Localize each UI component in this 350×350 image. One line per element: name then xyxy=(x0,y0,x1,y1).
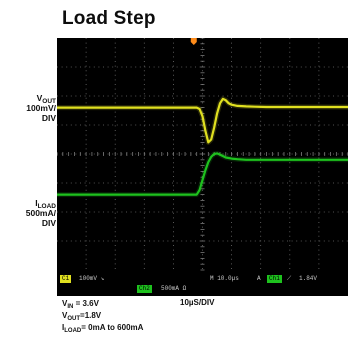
ch1-name: VOUT xyxy=(36,93,56,105)
trigger-level: 1.84V xyxy=(299,275,318,282)
ch2-scale: 500mA/ xyxy=(25,208,56,218)
ch2-label: ILOAD 500mA/ DIV xyxy=(6,198,56,228)
test-conditions: VIN = 3.6V VOUT=1.8V ILOAD= 0mA to 600mA xyxy=(62,298,143,334)
chart-title: Load Step xyxy=(62,8,156,29)
ch1-status-scale: 100mV ↘ xyxy=(79,275,105,282)
condition-vout: VOUT=1.8V xyxy=(62,311,102,322)
trigger-slope-icon: ⟋ xyxy=(287,275,292,282)
status-row-2: Ch2 500mA Ω xyxy=(57,284,348,294)
ch2-name: ILOAD xyxy=(35,198,56,210)
grid xyxy=(57,38,348,271)
oscilloscope-screen: C1 100mV ↘ M 10.0µs A Ch1 ⟋ 1.84V Ch2 50… xyxy=(57,38,348,296)
ch2-trace xyxy=(57,152,348,196)
ch2-tag: Ch2 xyxy=(137,285,152,293)
trigger-marker-icon xyxy=(190,38,197,45)
condition-vin: VIN = 3.6V xyxy=(62,299,99,310)
ch1-label: VOUT 100mV/ DIV xyxy=(6,93,56,123)
trigger-marker-shape xyxy=(190,38,197,45)
trigger-source: Ch1 xyxy=(267,275,282,283)
ch2-status-scale: 500mA Ω xyxy=(161,285,187,292)
ch1-trace xyxy=(57,97,348,144)
condition-iload: ILOAD= 0mA to 600mA xyxy=(62,323,144,334)
status-row-1: C1 100mV ↘ M 10.0µs A Ch1 ⟋ 1.84V xyxy=(57,274,348,284)
traces xyxy=(57,96,348,198)
ch1-scale: 100mV/ xyxy=(26,103,56,113)
scope-plot xyxy=(57,38,348,271)
timebase-readout: M 10.0µs xyxy=(210,275,239,282)
ch1-scale-unit: DIV xyxy=(41,113,56,123)
ch2-scale-unit: DIV xyxy=(41,218,56,228)
ch1-tag: C1 xyxy=(60,275,72,283)
trigger-tag: A xyxy=(257,275,261,282)
time-per-div-label: 10µS/DIV xyxy=(180,298,215,307)
